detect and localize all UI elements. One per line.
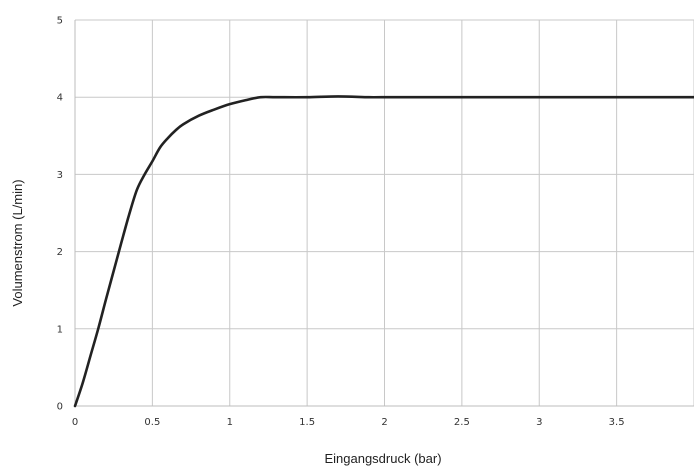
y-tick-label: 2 (57, 247, 63, 258)
x-tick-labels: 0 0.5 1 1.5 2 2.5 3 3.5 (72, 417, 625, 428)
x-tick-label: 2.5 (454, 417, 470, 428)
axes (74, 20, 694, 407)
grid (75, 19, 694, 406)
y-tick-label: 1 (57, 324, 63, 335)
x-tick-label: 1.5 (299, 417, 315, 428)
y-tick-label: 5 (57, 16, 63, 27)
y-tick-labels: 0 1 2 3 4 5 (57, 16, 63, 413)
x-tick-label: 0 (72, 417, 78, 428)
y-axis-label: Volumenstrom (L/min) (10, 179, 25, 306)
y-tick-label: 4 (57, 93, 63, 104)
series-line (73, 95, 694, 408)
series-group (73, 95, 694, 408)
x-tick-label: 1 (227, 417, 233, 428)
x-tick-label: 3 (536, 417, 542, 428)
y-tick-label: 0 (57, 402, 63, 413)
y-tick-label: 3 (57, 170, 63, 181)
x-tick-label: 3.5 (609, 417, 625, 428)
x-tick-label: 2 (381, 417, 387, 428)
x-axis-label: Eingangsdruck (bar) (324, 451, 441, 466)
x-tick-label: 0.5 (144, 417, 160, 428)
